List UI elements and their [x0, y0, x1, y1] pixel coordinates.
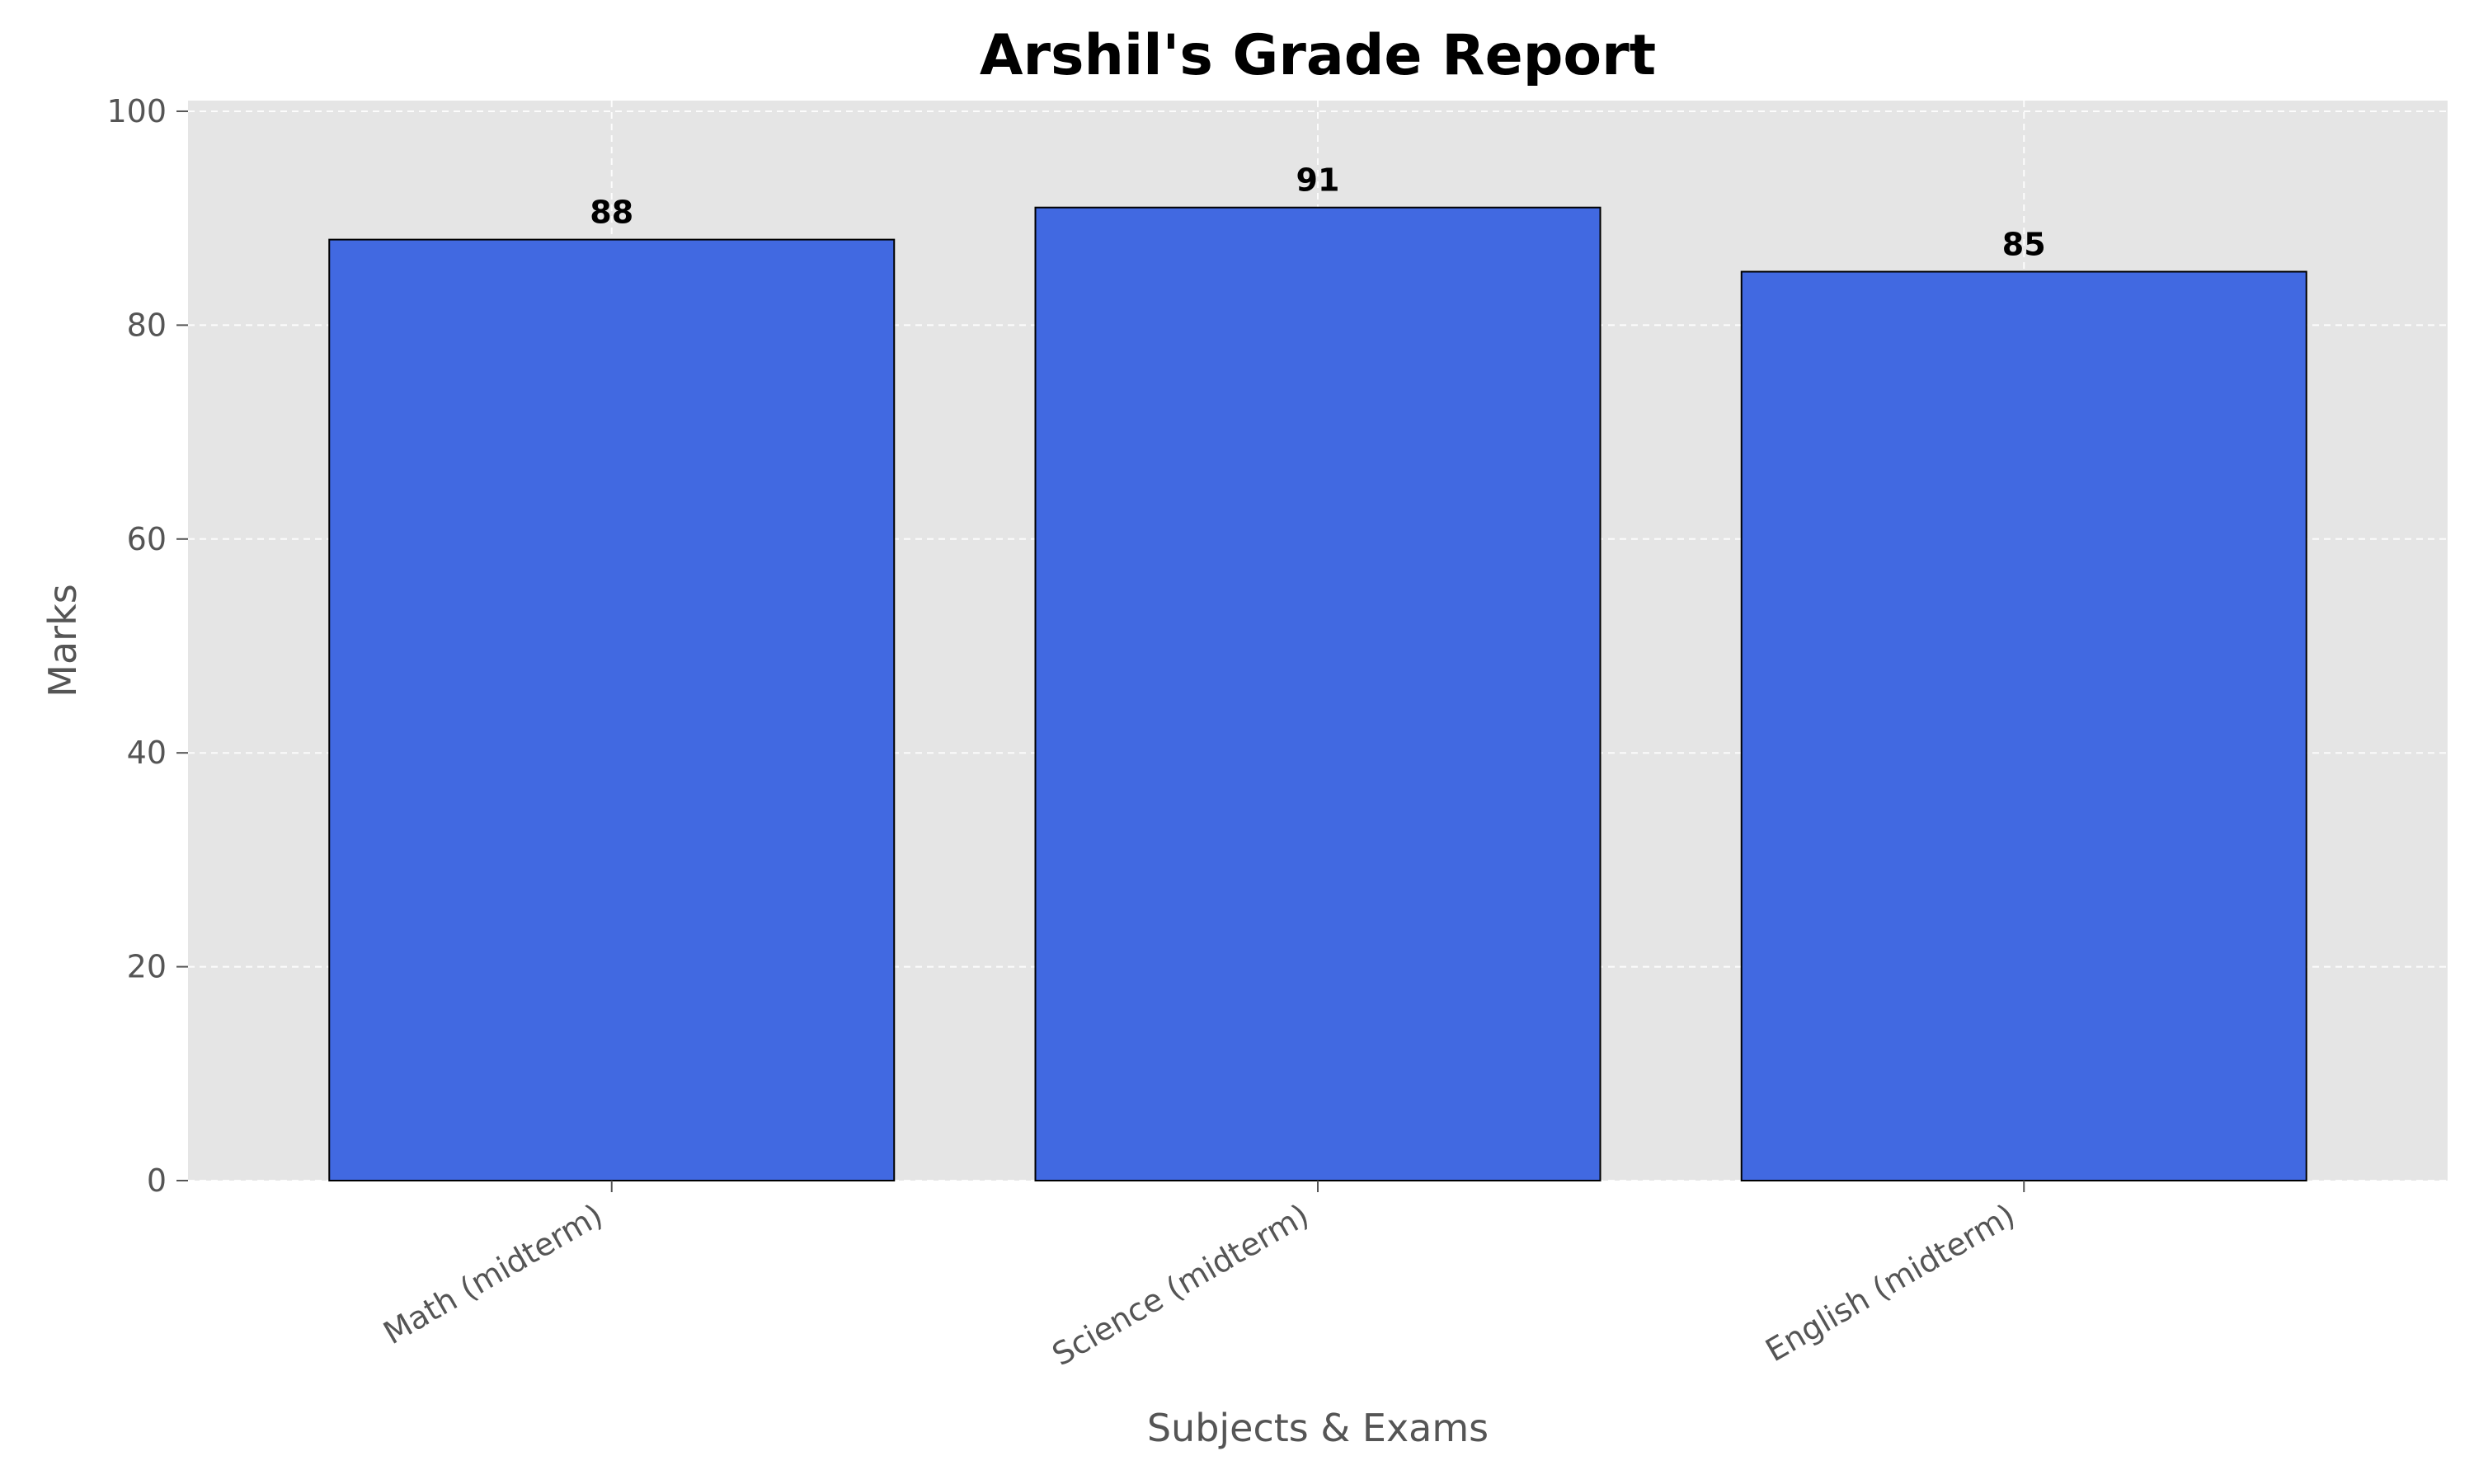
x-axis-label: Subjects & Exams: [1147, 1406, 1489, 1450]
bar-value-label: 85: [2002, 227, 2046, 263]
y-axis-label: Marks: [40, 584, 85, 697]
y-tick-label: 40: [127, 735, 167, 771]
y-tick-label: 80: [127, 307, 167, 343]
chart-title: Arshil's Grade Report: [980, 23, 1656, 88]
bar: [1740, 270, 2307, 1181]
y-tick-label: 0: [147, 1162, 167, 1199]
y-tick-label: 60: [127, 521, 167, 557]
x-tick-label: English (midterm): [1760, 1197, 2021, 1369]
bar-value-label: 91: [1296, 162, 1340, 199]
x-tick-label: Science (midterm): [1047, 1197, 1315, 1374]
bar: [1034, 206, 1602, 1181]
bar: [328, 238, 896, 1181]
x-tick-label: Math (midterm): [378, 1197, 609, 1351]
bar-value-label: 88: [590, 195, 633, 231]
bars: 88 91 85: [328, 162, 2307, 1181]
y-tick-label: 100: [106, 93, 167, 129]
y-tick-label: 20: [127, 949, 167, 985]
